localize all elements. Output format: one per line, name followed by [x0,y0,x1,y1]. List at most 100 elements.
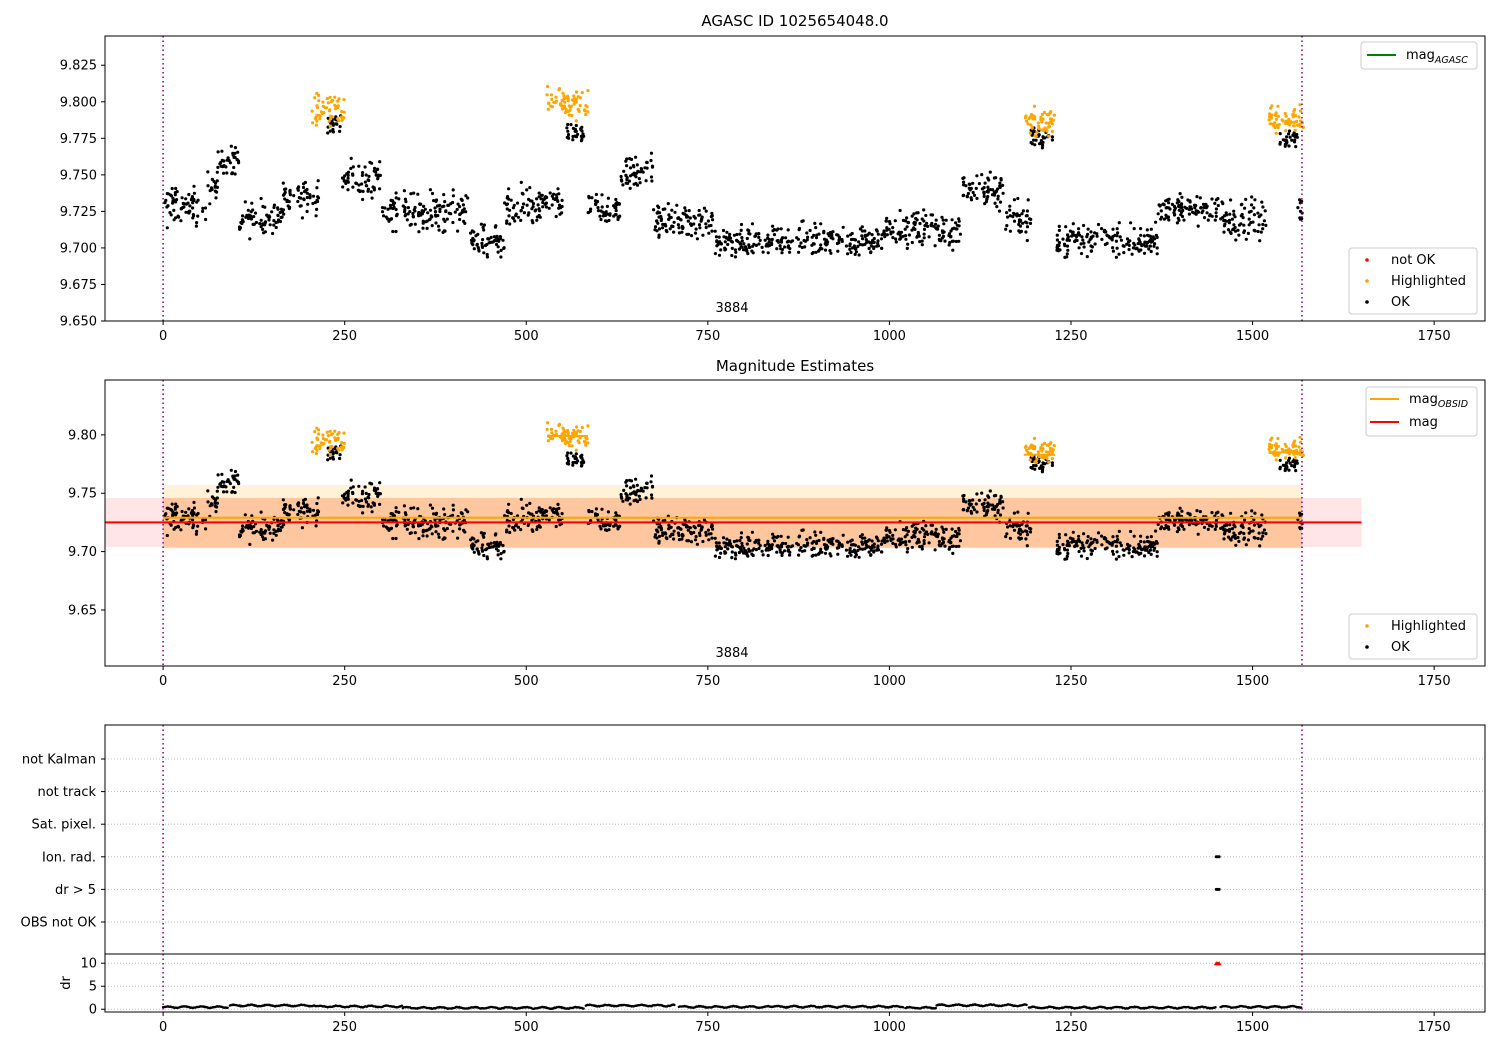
data-point-ok [634,490,639,494]
data-point-ok [1206,218,1210,222]
data-point-ok [929,213,933,217]
data-point-ok [884,528,888,532]
data-point-ok [885,228,889,232]
data-point-ok [405,218,409,222]
data-point-ok [600,193,604,197]
data-point-ok [302,198,306,202]
agasc-ytick-label: 9.650 [60,315,97,330]
data-point-ok [775,550,779,554]
data-point-highlighted [549,436,553,440]
data-point-ok [940,215,944,219]
data-point-ok [923,224,927,228]
data-point-ok [594,507,599,511]
data-point-ok [254,529,258,533]
data-point-highlighted [1042,110,1047,114]
data-point-ok [734,250,738,254]
data-point-ok [391,203,395,207]
data-point-highlighted [339,115,343,119]
data-point-ok [360,182,364,186]
data-point-ok [729,544,733,548]
data-point-ok [587,508,591,513]
data-point-ok [955,227,959,231]
data-point-ok [1008,229,1013,233]
data-point-ok [1142,234,1146,238]
data-point-highlighted [1295,123,1299,127]
data-point-ok [434,511,439,515]
agasc-xtick-label: 1750 [1418,329,1451,344]
data-point-ok [1291,460,1295,464]
data-point-ok [797,534,802,538]
data-point-ok [783,549,787,553]
data-point-ok [752,242,756,246]
data-point-ok [243,200,247,204]
flag-row-label: Ion. rad. [42,850,96,865]
data-point-ok [688,526,692,530]
data-point-ok [233,151,237,155]
data-point-highlighted [1284,129,1288,133]
data-point-highlighted [566,429,570,433]
data-point-ok [672,537,676,541]
data-point-ok [328,129,332,133]
data-point-ok [1205,211,1209,215]
data-point-ok [985,190,989,194]
data-point-ok [216,473,220,477]
data-point-ok [1261,534,1265,538]
data-point-ok [621,183,625,187]
data-point-ok [346,188,350,192]
data-point-ok [1233,215,1237,219]
data-point-ok [494,239,498,243]
data-point-highlighted [313,96,317,100]
data-point-ok [819,243,823,247]
data-point-ok [625,178,629,182]
data-point-ok [1236,535,1240,540]
data-point-ok [1177,218,1181,222]
data-point-ok [982,194,986,198]
data-point-ok [460,210,464,214]
data-point-ok [1216,203,1220,208]
data-point-ok [511,206,515,210]
data-point-ok [192,506,196,510]
data-point-highlighted [575,425,579,429]
data-point-ok [201,206,205,210]
data-point-ok [940,542,944,546]
data-point-ok [171,510,175,514]
data-point-highlighted [1047,125,1052,129]
data-point-ok [272,203,276,207]
data-point-ok [464,508,468,512]
data-point-ok [689,234,694,238]
data-point-ok [417,537,421,541]
data-point-ok [243,513,247,517]
data-point-ok [369,190,373,194]
data-point-ok [292,508,296,512]
data-point-ok [1252,206,1256,210]
data-point-ok [1225,213,1229,217]
data-point-ok [1029,527,1033,531]
data-point-ok [869,548,873,552]
data-point-ok [726,242,730,247]
data-point-ok [541,198,545,202]
data-point-ok [548,191,552,195]
data-point-ok [299,196,303,200]
data-point-ok [229,144,233,148]
data-point-ok [541,513,545,517]
data-point-ok [1175,513,1179,518]
data-point-ok [180,196,184,200]
data-point-ok [694,535,698,539]
data-point-ok [525,188,529,192]
data-point-ok [641,489,645,493]
data-point-highlighted [574,119,578,123]
data-point-ok [805,538,809,542]
data-point-ok [1180,206,1184,210]
data-point-ok [853,252,857,256]
data-point-ok [248,542,252,547]
data-point-ok [481,533,485,537]
data-point-ok [699,219,703,223]
data-point-ok [1229,511,1233,515]
data-point-ok [947,538,952,542]
data-point-ok [191,206,195,210]
data-point-highlighted [326,101,330,105]
data-point-ok [657,233,661,237]
data-point-ok [1143,548,1147,552]
data-point-ok [972,193,977,197]
data-point-ok [169,213,173,217]
